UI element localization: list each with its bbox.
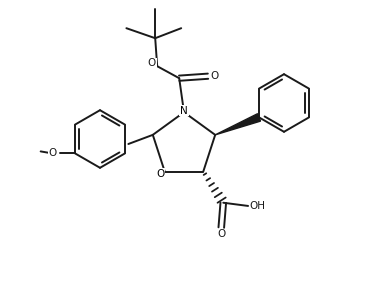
Text: O: O — [211, 71, 219, 81]
Text: O: O — [217, 229, 225, 239]
Text: O: O — [49, 148, 57, 158]
Text: OH: OH — [249, 201, 265, 211]
Text: O: O — [157, 169, 165, 178]
Polygon shape — [215, 114, 261, 135]
Text: N: N — [180, 106, 188, 115]
Text: O: O — [148, 58, 156, 68]
